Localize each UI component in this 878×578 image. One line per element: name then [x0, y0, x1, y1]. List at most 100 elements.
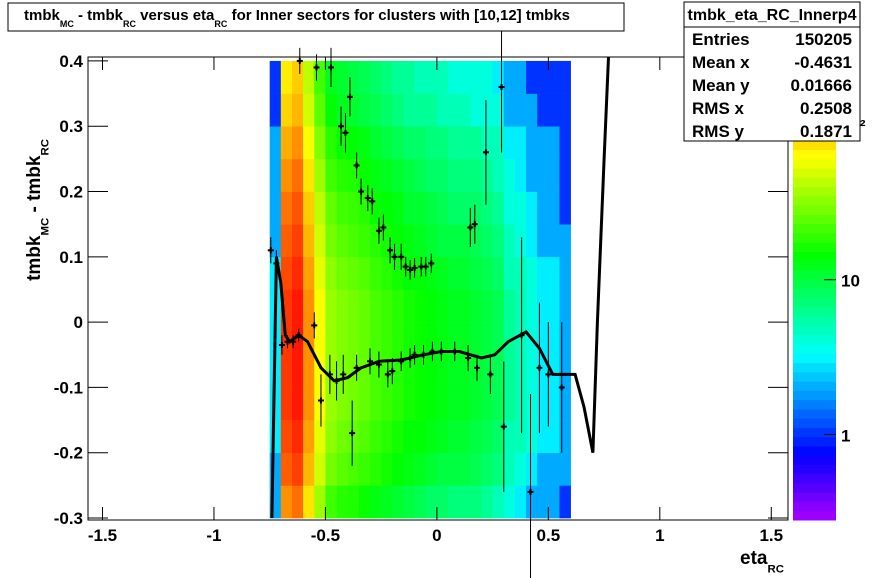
heatmap-cell	[514, 60, 527, 94]
heatmap-cell	[336, 289, 349, 323]
heatmap-cell	[503, 256, 516, 290]
profile-point-v	[297, 332, 300, 339]
y-axis-label-part: tmbk	[24, 235, 45, 281]
heatmap-cell	[492, 224, 505, 258]
stats-value: 150205	[795, 30, 852, 49]
heatmap-cell	[403, 452, 415, 486]
heatmap-cell	[537, 387, 549, 421]
heatmap-cell	[336, 387, 349, 421]
heatmap-cell	[537, 420, 549, 454]
heatmap-cell	[492, 256, 505, 290]
palette-cell	[793, 482, 836, 493]
heatmap-cell	[303, 224, 315, 258]
heatmap-cell	[514, 485, 527, 519]
profile-point-v	[351, 430, 354, 437]
heatmap-cell	[347, 191, 360, 225]
heatmap-cell	[325, 126, 337, 160]
heatmap-cell	[347, 93, 360, 127]
heatmap-cell	[392, 420, 404, 454]
title-box	[7, 2, 625, 32]
chart-title-part: versus eta	[136, 7, 215, 24]
heatmap-cell	[291, 224, 304, 258]
heatmap-cell	[347, 289, 360, 323]
heatmap-cell	[470, 485, 482, 519]
palette-cell	[793, 316, 836, 327]
palette-cell	[793, 371, 836, 382]
heatmap-cell	[269, 158, 282, 192]
heatmap-cell	[425, 256, 438, 290]
heatmap-cell	[381, 420, 393, 454]
heatmap-cell	[526, 354, 538, 388]
heatmap-cell	[448, 322, 460, 356]
heatmap-cell	[392, 126, 404, 160]
heatmap-cell	[280, 158, 293, 192]
heatmap-cell	[358, 420, 371, 454]
heatmap-cell	[347, 420, 360, 454]
heatmap-cell	[492, 60, 505, 94]
heatmap-cell	[425, 93, 438, 127]
palette-cell	[793, 408, 836, 419]
heatmap-cell	[325, 93, 337, 127]
heatmap-cell	[303, 485, 315, 519]
heatmap-cell	[526, 93, 538, 127]
heatmap-cell	[414, 452, 427, 486]
heatmap-cell	[358, 93, 371, 127]
heatmap-cell	[314, 60, 326, 94]
palette-cell	[793, 279, 836, 289]
profile-point-v	[502, 423, 505, 430]
y-axis-label-part: MC	[40, 218, 52, 236]
heatmap-cell	[325, 158, 337, 192]
heatmap-cell	[414, 191, 427, 225]
heatmap-cell	[470, 354, 482, 388]
heatmap-cell	[403, 256, 415, 290]
heatmap-cell	[392, 289, 404, 323]
heatmap-cell	[325, 387, 337, 421]
heatmap-cell	[370, 126, 382, 160]
heatmap-cell	[459, 126, 471, 160]
palette-cell	[793, 168, 836, 178]
heatmap-cell	[548, 224, 560, 258]
heatmap-cell	[425, 126, 438, 160]
profile-point-v	[529, 488, 532, 495]
heatmap-cell	[537, 158, 549, 192]
profile-point-v	[386, 371, 389, 378]
heatmap-cell	[470, 93, 482, 127]
heatmap-cell	[414, 485, 427, 519]
heatmap-cell	[481, 60, 493, 94]
heatmap-cell	[481, 256, 493, 290]
profile-point-v	[329, 64, 332, 71]
profile-point-v	[467, 355, 470, 362]
profile-point-v	[382, 224, 385, 231]
heatmap-cell	[514, 93, 527, 127]
profile-point-v	[286, 338, 289, 345]
heatmap-cell	[492, 420, 505, 454]
heatmap-cell	[403, 224, 415, 258]
palette-cell	[793, 334, 836, 345]
heatmap-cell	[548, 354, 560, 388]
heatmap-cell	[414, 354, 427, 388]
heatmap-cell	[436, 420, 449, 454]
heatmap-cell	[314, 256, 326, 290]
heatmap-cell	[548, 256, 560, 290]
heatmap-cell	[381, 354, 393, 388]
y-tick-label: 0.4	[59, 52, 83, 71]
profile-point-v	[355, 364, 358, 371]
heatmap-cell	[336, 191, 349, 225]
stats-label: Mean x	[692, 53, 750, 72]
heatmap-cell	[425, 485, 438, 519]
y-tick-label: 0	[74, 313, 83, 332]
profile-point-v	[484, 149, 487, 156]
heatmap-cell	[358, 158, 371, 192]
heatmap-cell	[336, 354, 349, 388]
heatmap-cell	[269, 387, 282, 421]
heatmap-cell	[470, 60, 482, 94]
heatmap-cell	[481, 126, 493, 160]
palette-cell	[793, 195, 836, 206]
palette-cell	[793, 288, 836, 299]
y-tick-label: -0.1	[54, 378, 83, 397]
heatmap-cell	[358, 126, 371, 160]
heatmap-cell	[336, 60, 349, 94]
heatmap-cell	[492, 452, 505, 486]
heatmap-cell	[291, 158, 304, 192]
heatmap-cell	[291, 354, 304, 388]
